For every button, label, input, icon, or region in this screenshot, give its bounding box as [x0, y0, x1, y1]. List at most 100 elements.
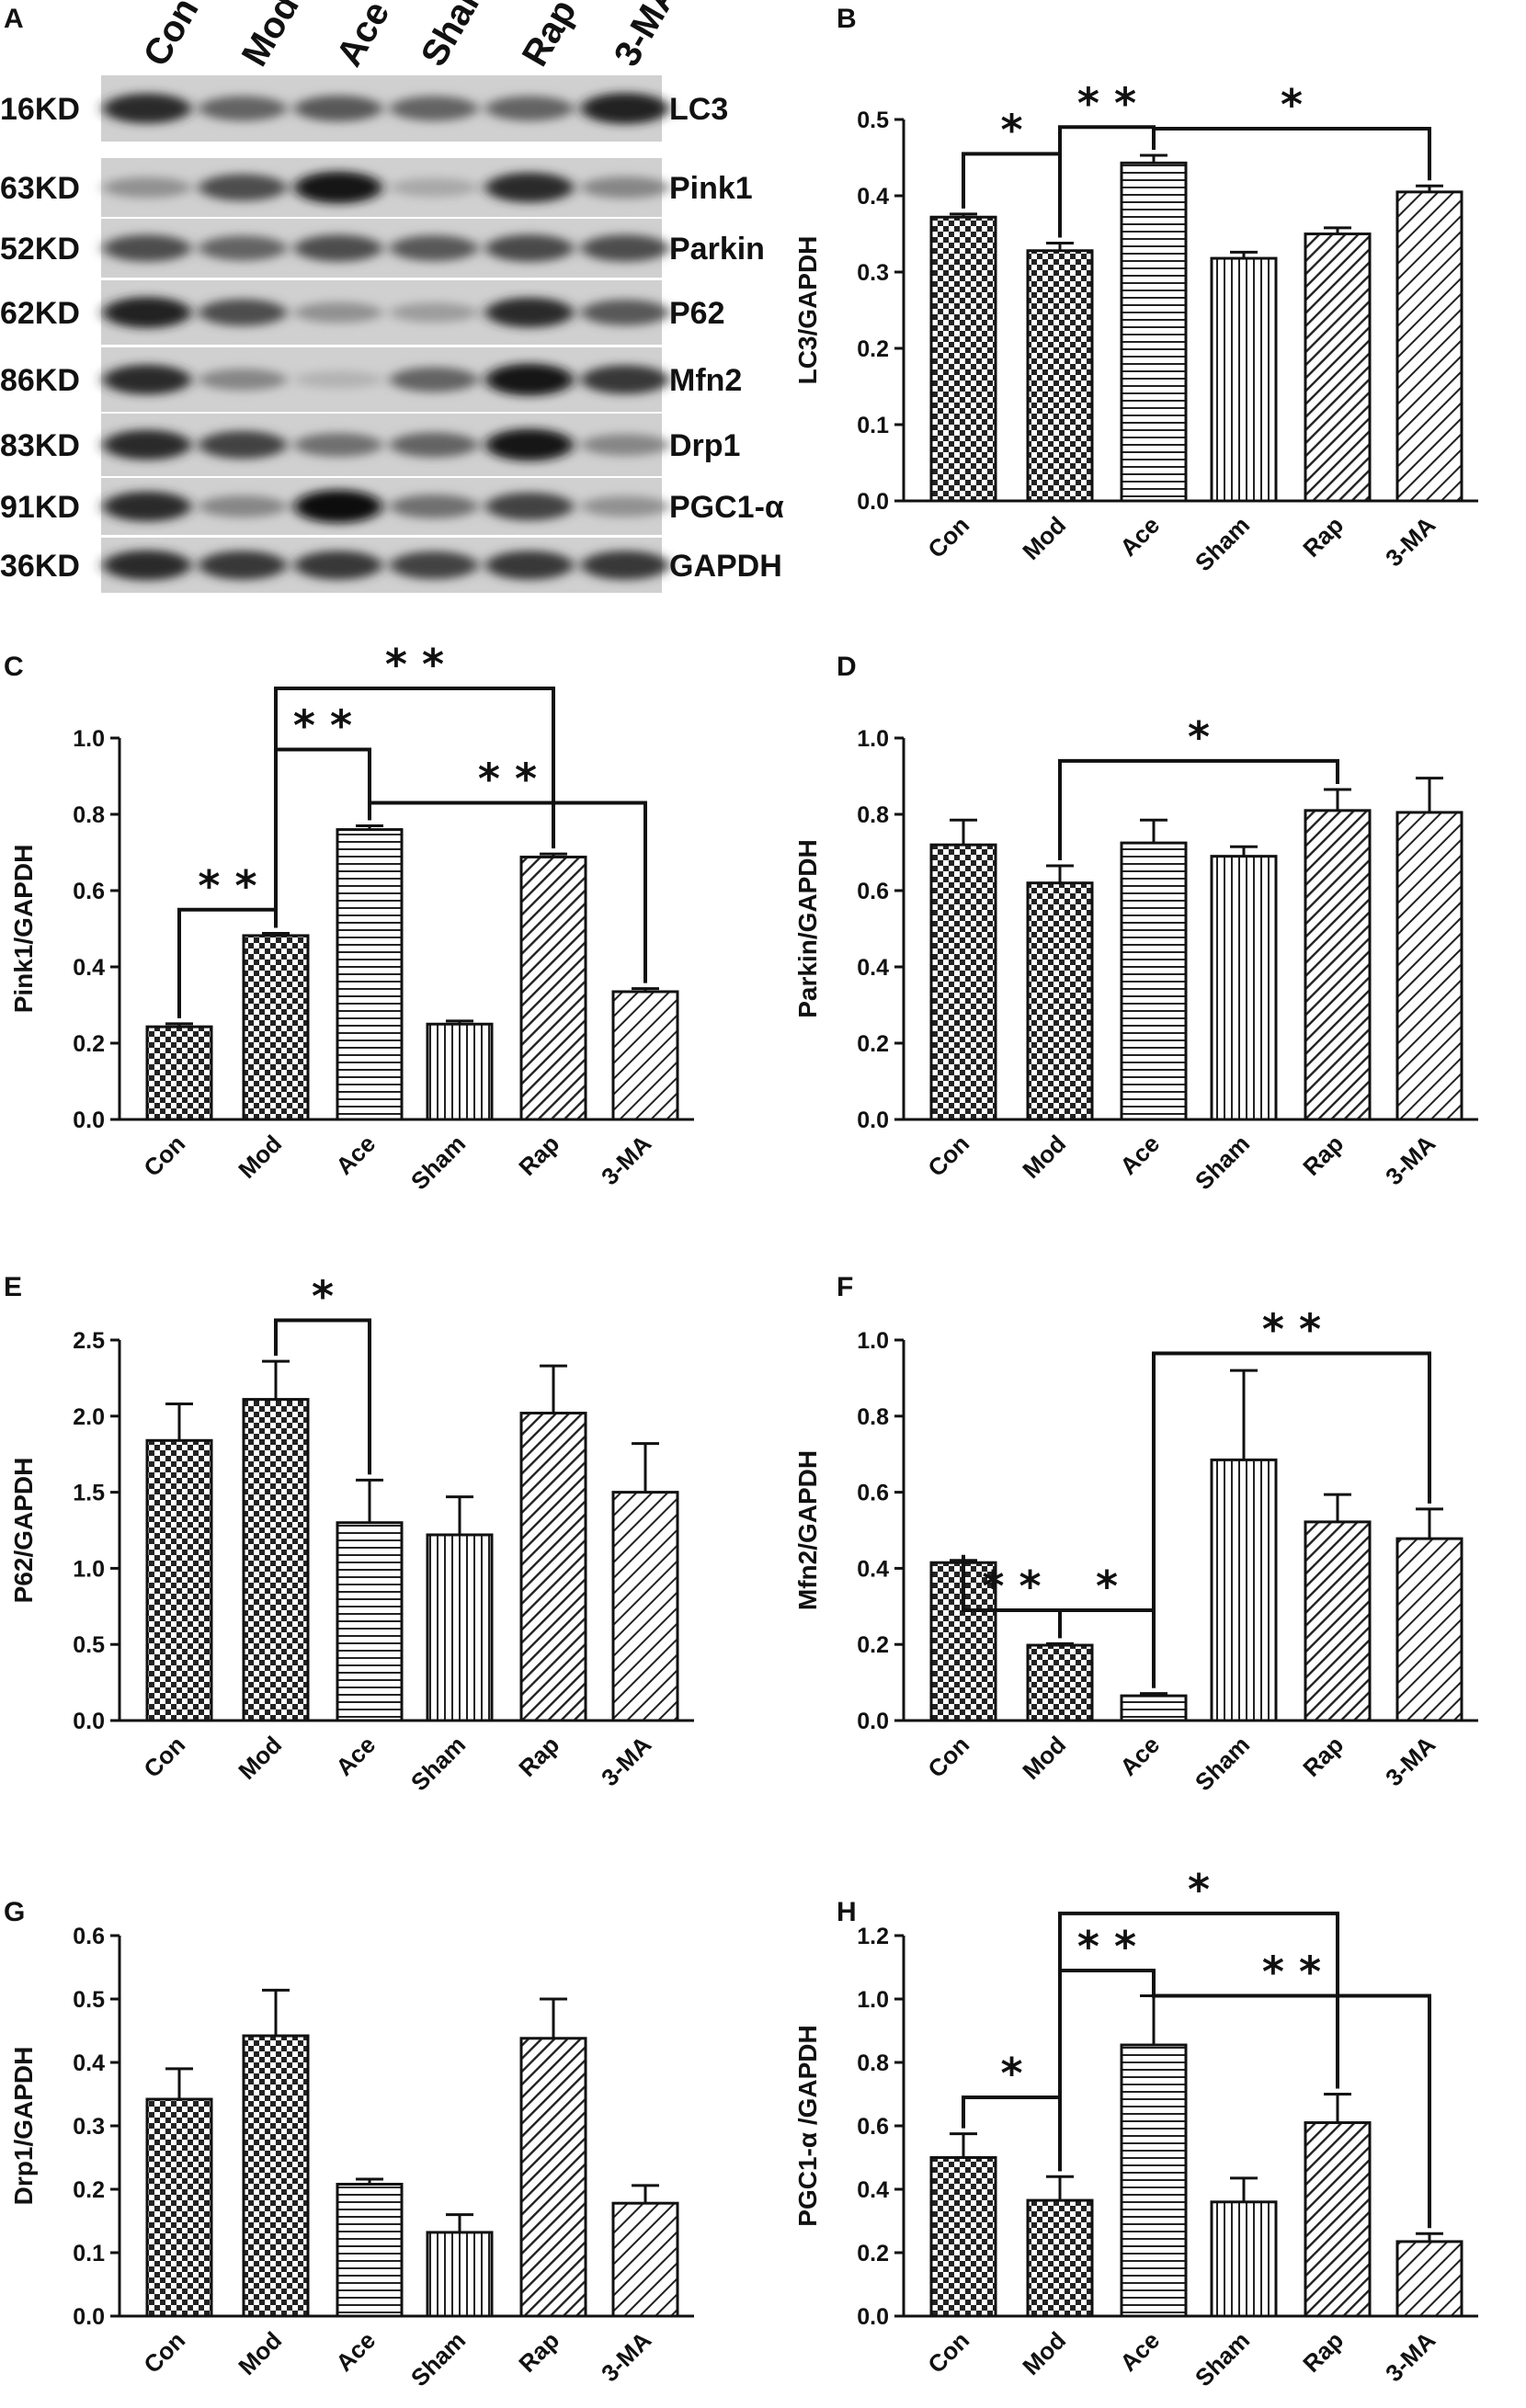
molecular-weight-label: 83KD: [0, 428, 80, 463]
y-tick-label: 0.4: [73, 955, 105, 981]
blot-band: [294, 95, 382, 122]
x-tick-label: Rap: [1297, 1130, 1349, 1181]
y-tick-label: 0.4: [857, 1556, 889, 1582]
blot-band: [294, 171, 382, 204]
y-tick-label: 0.0: [73, 1709, 105, 1734]
x-tick-label: Mod: [233, 2326, 287, 2380]
blot-band: [390, 367, 478, 392]
x-tick-label: Rap: [513, 1130, 564, 1181]
lane-label: Mod: [234, 0, 307, 73]
x-tick-label: Con: [922, 511, 974, 563]
x-tick-label: 3-MA: [1380, 1130, 1441, 1190]
significance-bracket: [1058, 758, 1339, 861]
significance-label: * *: [198, 861, 256, 911]
bar-Rap: [1304, 809, 1372, 1121]
y-tick-label: 0.0: [73, 2304, 105, 2330]
x-tick-label: Rap: [1297, 1731, 1349, 1782]
blot-row: [101, 280, 669, 345]
blot-band: [390, 302, 478, 323]
chart-panel-D: D 0.0 0.2 0.4 0.6 0.8 1.0 Parkin/GAPDH Con Mod Ace…: [793, 652, 1478, 1195]
blot-band: [199, 495, 287, 517]
x-tick-label: Con: [138, 2326, 190, 2379]
blot-band: [485, 297, 574, 328]
y-tick-label: 0.2: [73, 1031, 105, 1057]
blot-band: [103, 364, 191, 395]
y-tick-label: 0.2: [73, 2177, 105, 2203]
bar-Con: [145, 2097, 213, 2318]
blot-row: [101, 75, 669, 142]
panel-letter: D: [837, 652, 857, 682]
y-tick-label: 0.5: [73, 1632, 105, 1658]
blot-band: [390, 432, 478, 458]
blot-band: [103, 429, 191, 460]
blot-band: [581, 495, 669, 517]
x-tick-label: Ace: [330, 1130, 381, 1180]
significance-label: *: [1000, 105, 1022, 154]
blot-band: [294, 490, 382, 523]
x-tick-label: Sham: [1190, 1130, 1255, 1195]
panel-letter: H: [837, 1897, 857, 1927]
blot-band: [103, 176, 191, 199]
y-tick-label: 0.8: [857, 2050, 889, 2076]
y-tick-label: 1.0: [857, 1987, 889, 2013]
bar-Con: [145, 1438, 213, 1722]
bar-Con: [929, 843, 997, 1121]
significance-label: * *: [1262, 1304, 1321, 1354]
blot-band: [103, 491, 191, 522]
molecular-weight-label: 36KD: [0, 549, 80, 584]
y-tick-label: 0.4: [857, 184, 889, 210]
molecular-weight-label: 62KD: [0, 296, 80, 331]
blot-row: [101, 347, 669, 412]
y-tick-label: 0.8: [857, 802, 889, 828]
y-tick-label: 0.6: [73, 1924, 105, 1949]
chart-panel-G: G 0.0 0.1 0.2 0.3 0.4 0.5 0.6 Drp1/GAPDH Con Mod Ac…: [4, 1897, 694, 2391]
blot-band: [390, 551, 478, 580]
protein-label: Drp1: [669, 428, 740, 463]
y-tick-label: 1.2: [857, 1924, 889, 1949]
bar-Sham: [1210, 2200, 1278, 2318]
bar-Sham: [1210, 1458, 1278, 1722]
blot-band: [581, 299, 669, 326]
blot-band: [485, 428, 574, 461]
significance-label: *: [1281, 80, 1303, 130]
significance-label: * *: [1262, 1948, 1321, 1997]
molecular-weight-label: 63KD: [0, 171, 80, 206]
y-tick-label: 0.4: [73, 2050, 105, 2076]
panel-letter: C: [4, 652, 24, 682]
y-tick-label: 0.5: [73, 1987, 105, 2013]
y-tick-label: 0.6: [857, 879, 889, 904]
bar-Ace: [1120, 161, 1188, 503]
x-tick-label: Mod: [1017, 511, 1071, 565]
y-tick-label: 0.0: [857, 1107, 889, 1133]
bar-Rap: [519, 855, 587, 1121]
y-tick-label: 1.0: [857, 1328, 889, 1354]
y-tick-label: 0.0: [73, 1107, 105, 1133]
significance-label: * *: [1077, 1922, 1136, 1971]
y-tick-label: 0.0: [857, 2304, 889, 2330]
y-axis-label: PGC1-α /GAPDH: [793, 2025, 822, 2226]
significance-label: *: [1188, 712, 1210, 762]
blot-row: [101, 478, 669, 535]
y-axis-label: Parkin/GAPDH: [793, 839, 822, 1018]
bar-Mod: [242, 2034, 310, 2318]
molecular-weight-label: 52KD: [0, 232, 80, 267]
x-tick-label: Sham: [1190, 511, 1255, 576]
bar-Ace: [336, 828, 404, 1121]
x-tick-label: Sham: [405, 2326, 471, 2391]
y-tick-label: 0.8: [857, 1404, 889, 1430]
y-tick-label: 0.4: [857, 2177, 889, 2203]
blot-band: [581, 176, 669, 199]
bar-3-MA: [1395, 811, 1463, 1121]
y-tick-label: 2.0: [73, 1404, 105, 1430]
y-axis-label: Pink1/GAPDH: [9, 845, 38, 1014]
bar-Ace: [336, 2182, 404, 2318]
bar-Mod: [1026, 1643, 1094, 1722]
x-tick-label: Con: [922, 1731, 974, 1783]
blot-band: [199, 430, 287, 460]
chart-panel-B: B 0.0 0.1 0.2 0.3 0.4 0.5 LC3/GAPDH Con Mod Ace Sha…: [793, 4, 1478, 576]
bar-Ace: [1120, 1694, 1188, 1722]
protein-label: PGC1-α: [669, 490, 784, 525]
x-tick-label: Con: [138, 1130, 190, 1182]
protein-label: Pink1: [669, 171, 753, 206]
protein-label: LC3: [669, 92, 728, 127]
